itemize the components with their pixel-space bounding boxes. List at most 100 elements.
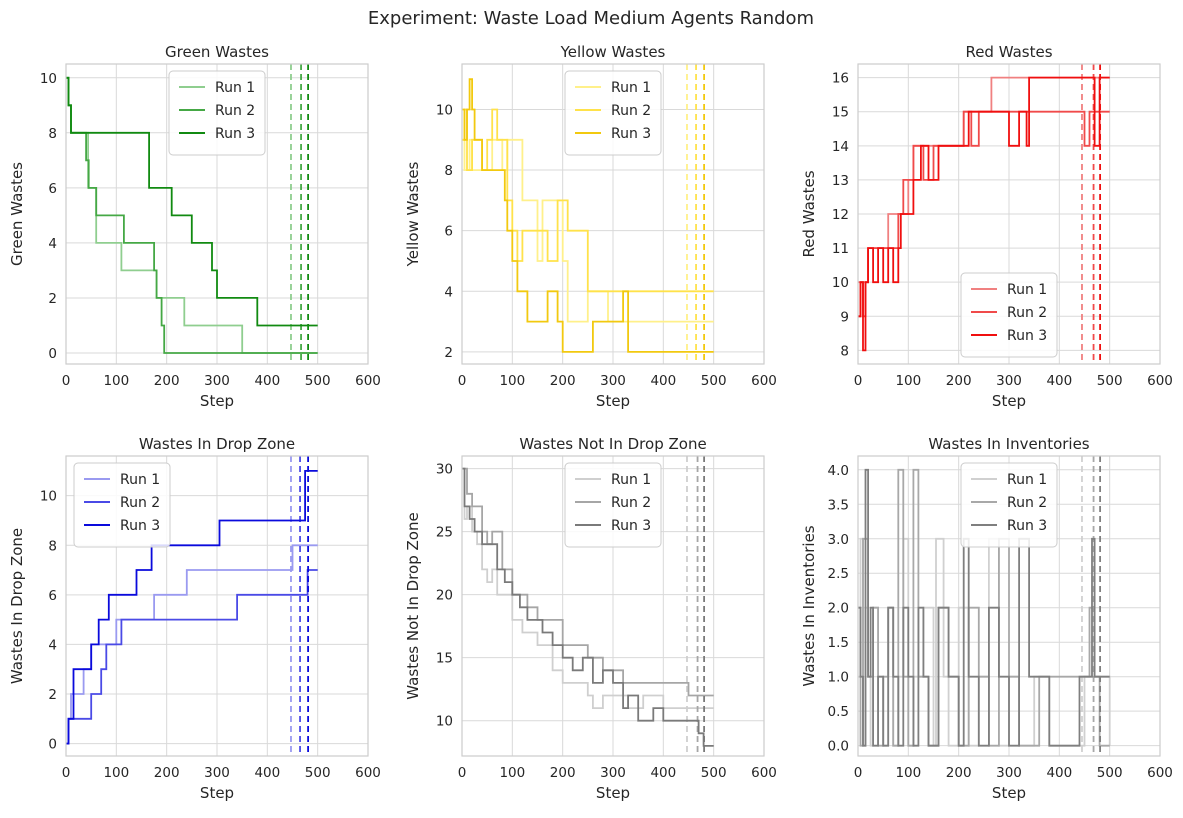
subplot-title: Wastes In Drop Zone: [139, 435, 295, 453]
y-axis-label: Wastes Not In Drop Zone: [404, 512, 422, 699]
x-tick-label: 600: [355, 373, 381, 389]
legend-label-run-2: Run 2: [1007, 495, 1047, 511]
series-group: [858, 456, 1111, 756]
x-tick-label: 500: [305, 765, 331, 781]
x-tick-label: 100: [895, 765, 921, 781]
y-tick-label: 0.0: [828, 739, 849, 755]
legend: Run 1 Run 2 Run 3: [960, 462, 1058, 548]
y-tick-label: 1.0: [828, 670, 849, 686]
x-tick-label: 500: [701, 765, 727, 781]
legend-label-run-3: Run 3: [120, 518, 160, 534]
x-tick-label: 200: [550, 373, 576, 389]
y-tick-label: 25: [436, 525, 453, 541]
subplot-title: Red Wastes: [965, 43, 1052, 61]
series-group: [462, 64, 714, 364]
y-tick-label: 10: [832, 275, 849, 291]
x-tick-label: 400: [1046, 765, 1072, 781]
x-tick-label: 200: [154, 765, 180, 781]
y-tick-label: 14: [832, 139, 849, 155]
series-line-run-1: [66, 544, 318, 745]
legend: Run 1 Run 2 Run 3: [73, 462, 171, 548]
x-tick-label: 100: [103, 373, 129, 389]
x-tick-label: 500: [701, 373, 727, 389]
subplot-title: Wastes Not In Drop Zone: [519, 435, 706, 453]
y-tick-label: 10: [436, 714, 453, 730]
x-tick-label: 0: [62, 373, 71, 389]
x-tick-label: 300: [204, 373, 230, 389]
y-tick-label: 4: [48, 236, 57, 252]
x-tick-label: 0: [458, 765, 467, 781]
series-group: [462, 456, 714, 756]
y-tick-label: 3.5: [828, 497, 849, 513]
y-tick-label: 15: [832, 105, 849, 121]
x-tick-label: 300: [996, 373, 1022, 389]
legend: Run 1 Run 2 Run 3: [960, 272, 1058, 358]
x-tick-label: 500: [305, 373, 331, 389]
plot-frame: [857, 455, 1161, 757]
y-tick-label: 4.0: [828, 463, 849, 479]
legend-label-run-1: Run 1: [215, 80, 255, 96]
x-tick-label: 400: [1046, 373, 1072, 389]
y-axis-label: Wastes In Inventories: [800, 525, 818, 686]
legend-label-run-2: Run 2: [1007, 305, 1047, 321]
x-tick-label: 600: [355, 765, 381, 781]
x-tick-label: 300: [204, 765, 230, 781]
figure-title: Experiment: Waste Load Medium Agents Ran…: [368, 8, 814, 29]
subplot-title: Wastes In Inventories: [928, 435, 1089, 453]
x-tick-label: 500: [1097, 765, 1123, 781]
y-axis-label: Yellow Wastes: [404, 161, 422, 267]
legend: Run 1 Run 2 Run 3: [564, 462, 662, 548]
y-tick-label: 6: [48, 181, 57, 197]
x-tick-label: 300: [600, 765, 626, 781]
y-tick-label: 16: [832, 71, 849, 87]
x-tick-label: 600: [751, 373, 777, 389]
y-tick-label: 3.0: [828, 532, 849, 548]
y-tick-label: 2: [48, 687, 57, 703]
legend-label-run-2: Run 2: [611, 495, 651, 511]
y-axis-label: Green Wastes: [8, 162, 26, 266]
x-axis-label: Step: [992, 784, 1026, 802]
y-tick-label: 0.5: [828, 704, 849, 720]
series-line-run-3: [462, 467, 714, 747]
y-tick-label: 20: [436, 588, 453, 604]
series-group: [66, 64, 318, 364]
x-tick-label: 400: [254, 373, 280, 389]
y-tick-label: 6: [48, 588, 57, 604]
plot-frame: [65, 455, 369, 757]
x-axis-label: Step: [992, 392, 1026, 410]
x-tick-label: 300: [996, 765, 1022, 781]
legend-label-run-2: Run 2: [611, 103, 651, 119]
y-tick-label: 10: [40, 489, 57, 505]
series-line-run-2: [462, 108, 714, 293]
y-tick-label: 13: [832, 173, 849, 189]
y-tick-label: 0: [48, 737, 57, 753]
legend-label-run-1: Run 1: [1007, 472, 1047, 488]
x-tick-label: 100: [499, 765, 525, 781]
x-tick-label: 400: [650, 765, 676, 781]
x-tick-label: 200: [550, 765, 576, 781]
y-axis-label: Wastes In Drop Zone: [8, 528, 26, 684]
legend: Run 1 Run 2 Run 3: [564, 70, 662, 156]
legend-label-run-3: Run 3: [215, 126, 255, 142]
x-tick-label: 100: [895, 373, 921, 389]
y-tick-label: 10: [40, 71, 57, 87]
x-axis-label: Step: [596, 784, 630, 802]
y-tick-label: 0: [48, 346, 57, 362]
y-tick-label: 8: [444, 163, 453, 179]
subplot-4: 0 100 200 300 400 500 600 0 2 4 6 8 10 Wastes In Drop…: [8, 435, 381, 802]
subplot-title: Green Wastes: [165, 43, 269, 61]
x-tick-label: 100: [499, 373, 525, 389]
y-tick-label: 6: [444, 224, 453, 240]
legend: Run 1 Run 2 Run 3: [168, 70, 266, 156]
series-line-run-2: [66, 569, 318, 745]
y-tick-label: 9: [840, 309, 849, 325]
series-line-run-3: [66, 470, 318, 745]
x-tick-label: 500: [1097, 373, 1123, 389]
subplot-2: 0 100 200 300 400 500 600 2 4 6 8 10 Yellow Wastes St…: [404, 43, 777, 410]
x-tick-label: 100: [103, 765, 129, 781]
legend-label-run-1: Run 1: [611, 80, 651, 96]
subplot-5: 0 100 200 300 400 500 600 10 15 20 25 30 Wastes Not …: [404, 435, 777, 802]
plot-frame: [857, 63, 1161, 365]
